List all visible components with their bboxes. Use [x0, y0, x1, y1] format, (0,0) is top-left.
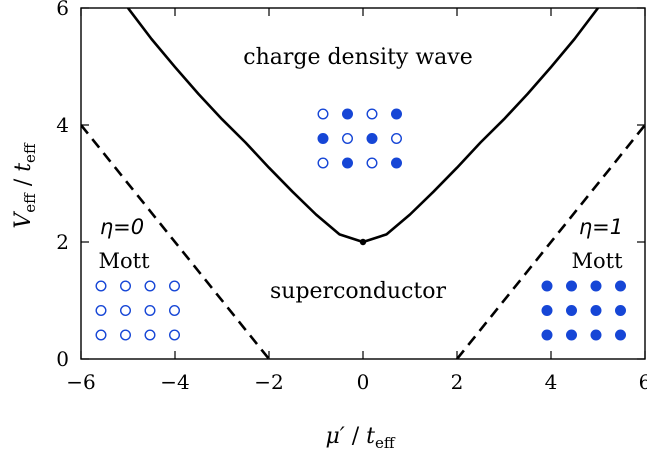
lattice-site-empty [119, 280, 131, 292]
lattice-site-empty [144, 329, 156, 341]
lattice-site-empty [144, 305, 156, 317]
lattice-site-empty [144, 280, 156, 292]
y-tick-label: 6 [56, 0, 69, 20]
region-label-mott-left: Mott [98, 249, 150, 273]
lattice-site-empty [391, 132, 403, 144]
mott-boundary-line-2 [455, 124, 645, 359]
region-label-eta0: η=0 [100, 215, 144, 239]
region-label-mott-right: Mott [571, 249, 623, 273]
lattice-site-filled [342, 157, 354, 169]
lattice-site-empty [168, 280, 180, 292]
x-tick-label: 0 [357, 370, 370, 394]
lattice-site-filled [317, 132, 329, 144]
lattice-site-empty [95, 280, 107, 292]
mott-boundary-line-1 [81, 124, 271, 359]
y-axis-label: Veff / teff [11, 142, 39, 229]
lattices [95, 108, 627, 341]
lattice-site-empty [317, 157, 329, 169]
lattice-site-filled [615, 280, 627, 292]
region-label-eta1: η=1 [579, 215, 623, 239]
x-tick-label: −6 [66, 370, 95, 394]
lattice-mott-empty [95, 280, 180, 341]
x-tick-label: 2 [451, 370, 464, 394]
y-tick-label: 4 [56, 113, 69, 137]
lattice-site-filled [366, 132, 378, 144]
lattice-mott-filled [541, 280, 627, 341]
lattice-site-filled [541, 329, 553, 341]
lattice-cdw [317, 108, 403, 169]
x-tick-label: −4 [160, 370, 189, 394]
lattice-site-empty [342, 132, 354, 144]
x-tick-label: 6 [639, 370, 647, 394]
lattice-site-empty [119, 305, 131, 317]
critical-point [359, 238, 367, 246]
lattice-site-filled [342, 108, 354, 120]
lattice-site-empty [366, 108, 378, 120]
region-label-cdw: charge density wave [243, 45, 472, 70]
lattice-site-empty [95, 329, 107, 341]
lattice-site-filled [391, 157, 403, 169]
lattice-site-empty [168, 305, 180, 317]
lattice-site-empty [95, 305, 107, 317]
y-tick-label: 0 [56, 347, 69, 371]
lattice-site-empty [317, 108, 329, 120]
lattice-site-filled [590, 329, 602, 341]
lattice-site-empty [366, 157, 378, 169]
axes: −6 −4 −2 0 2 4 6 0 2 4 6 [56, 0, 647, 394]
cdw-boundary-line [126, 8, 600, 244]
x-tick-label: −2 [254, 370, 283, 394]
lattice-site-filled [566, 305, 578, 317]
x-tick-label: 4 [545, 370, 558, 394]
lattice-site-filled [615, 329, 627, 341]
lattice-site-filled [541, 305, 553, 317]
lattice-site-filled [566, 329, 578, 341]
lattice-site-filled [615, 305, 627, 317]
y-tick-label: 2 [56, 230, 69, 254]
x-axis-label: μ′ / teff [325, 424, 395, 452]
lattice-site-filled [391, 108, 403, 120]
lattice-site-empty [119, 329, 131, 341]
region-label-superconductor: superconductor [270, 279, 446, 304]
lattice-site-filled [590, 280, 602, 292]
lattice-site-filled [541, 280, 553, 292]
lattice-site-empty [168, 329, 180, 341]
lattice-site-filled [590, 305, 602, 317]
lattice-site-filled [566, 280, 578, 292]
